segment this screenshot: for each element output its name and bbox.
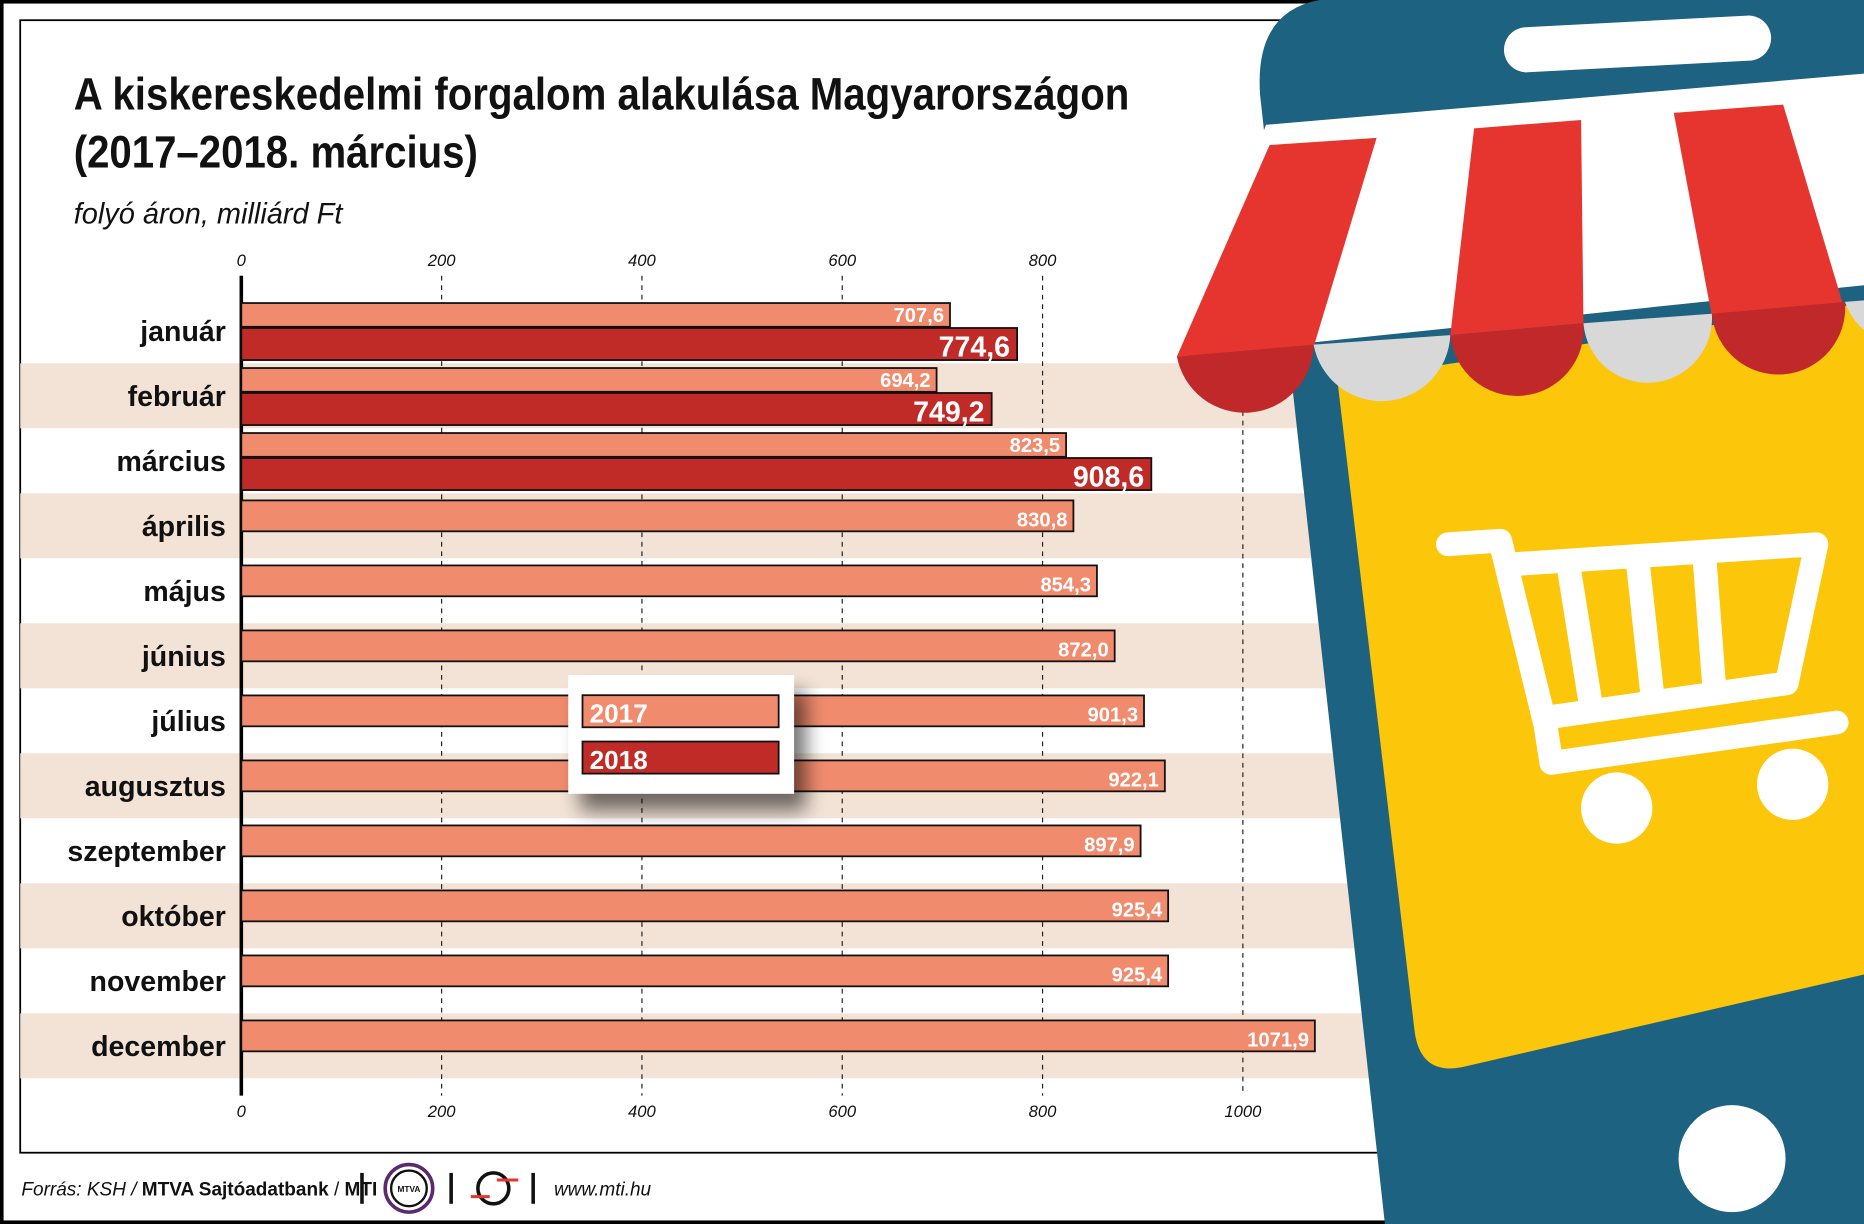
mti-logo	[470, 1171, 519, 1206]
month-label: április	[142, 511, 226, 543]
x-tick-label-bottom: 200	[427, 1102, 456, 1121]
value-label-2018: 749,2	[913, 397, 984, 429]
bar-2017	[240, 499, 1075, 533]
axis-ticks: 0 200 400 600 800 1000 0 200 400 600 800	[237, 251, 1262, 1121]
value-label-2018: 774,6	[939, 332, 1010, 364]
phone-shop-illustration	[1176, 0, 1864, 1224]
value-label-2017: 823,5	[1010, 435, 1061, 457]
month-label: július	[150, 706, 225, 738]
x-tick-label-bottom: 0	[237, 1102, 247, 1121]
bar-2017	[240, 1019, 1316, 1053]
footer: Forrás: KSH / MTVA Sajtóadatbank / MTI M…	[21, 1162, 652, 1214]
value-label-2017: 922,1	[1108, 770, 1159, 792]
bar-2017	[240, 302, 951, 328]
legend-swatch-2018	[581, 740, 780, 775]
bar-2017	[240, 564, 1098, 598]
x-tick-label-top: 800	[1029, 251, 1057, 270]
value-label-2017: 1071,9	[1247, 1030, 1309, 1052]
value-label-2017: 854,3	[1040, 575, 1091, 597]
phone-screen	[1337, 303, 1864, 1069]
month-label: június	[141, 641, 226, 673]
chart-subtitle: folyó áron, milliárd Ft	[74, 197, 344, 230]
value-label-2017: 830,8	[1017, 510, 1068, 532]
svg-text:MTVA: MTVA	[397, 1184, 420, 1194]
month-label: augusztus	[85, 771, 226, 803]
legend-label-2017: 2017	[590, 699, 648, 729]
bar-2018	[240, 327, 1019, 361]
month-label: május	[143, 576, 225, 608]
x-tick-label-bottom: 400	[628, 1102, 656, 1121]
x-tick-label-bottom: 1000	[1224, 1102, 1262, 1121]
value-label-2017: 694,2	[880, 370, 931, 392]
chart-title: A kiskereskedelmi forgalom alakulása Mag…	[74, 68, 1130, 119]
month-label: november	[90, 966, 226, 998]
month-label: szeptember	[67, 836, 226, 868]
value-label-2018: 908,6	[1073, 462, 1144, 494]
month-label: január	[139, 316, 226, 348]
bar-2017	[240, 367, 938, 393]
value-label-2017: 901,3	[1088, 705, 1139, 727]
x-tick-label-bottom: 600	[828, 1102, 856, 1121]
bar-2017	[240, 954, 1170, 988]
shopping-cart-icon	[1436, 528, 1849, 775]
bar-2017	[240, 432, 1067, 458]
bar-2017	[240, 629, 1116, 663]
legend-label-2018: 2018	[590, 745, 648, 775]
x-tick-label-top: 200	[427, 251, 456, 270]
value-label-2017: 925,4	[1112, 900, 1163, 922]
value-label-2017: 872,0	[1058, 640, 1109, 662]
chart-title-line2: (2017–2018. március)	[74, 127, 478, 178]
month-labels: január február március április május június jú…	[67, 316, 226, 1063]
cart-wheel	[1581, 772, 1653, 844]
legend: 2017 2018	[568, 674, 806, 811]
value-label-2017: 707,6	[894, 305, 945, 327]
x-tick-label-top: 600	[828, 251, 856, 270]
month-label: március	[116, 446, 225, 478]
value-label-2017: 897,9	[1084, 835, 1135, 857]
source-text: Forrás: KSH / MTVA Sajtóadatbank / MTI	[21, 1179, 377, 1200]
x-tick-label-bottom: 800	[1029, 1102, 1057, 1121]
bar-2018	[240, 457, 1153, 491]
x-tick-label-top: 400	[628, 251, 656, 270]
mtva-logo	[383, 1162, 435, 1214]
month-label: december	[91, 1031, 226, 1063]
month-label: október	[121, 901, 226, 933]
cart-wheel	[1757, 748, 1829, 820]
value-label-2017: 925,4	[1112, 965, 1163, 987]
website-link[interactable]: www.mti.hu	[554, 1179, 652, 1200]
x-tick-label-top: 0	[237, 251, 247, 270]
bar-2018	[240, 392, 993, 426]
phone-speaker	[1503, 15, 1772, 73]
legend-swatch-2017	[581, 694, 780, 729]
bar-2017	[240, 889, 1170, 923]
month-label: február	[128, 381, 226, 413]
phone-home-button[interactable]	[1678, 1105, 1786, 1213]
bar-2017	[240, 824, 1142, 858]
